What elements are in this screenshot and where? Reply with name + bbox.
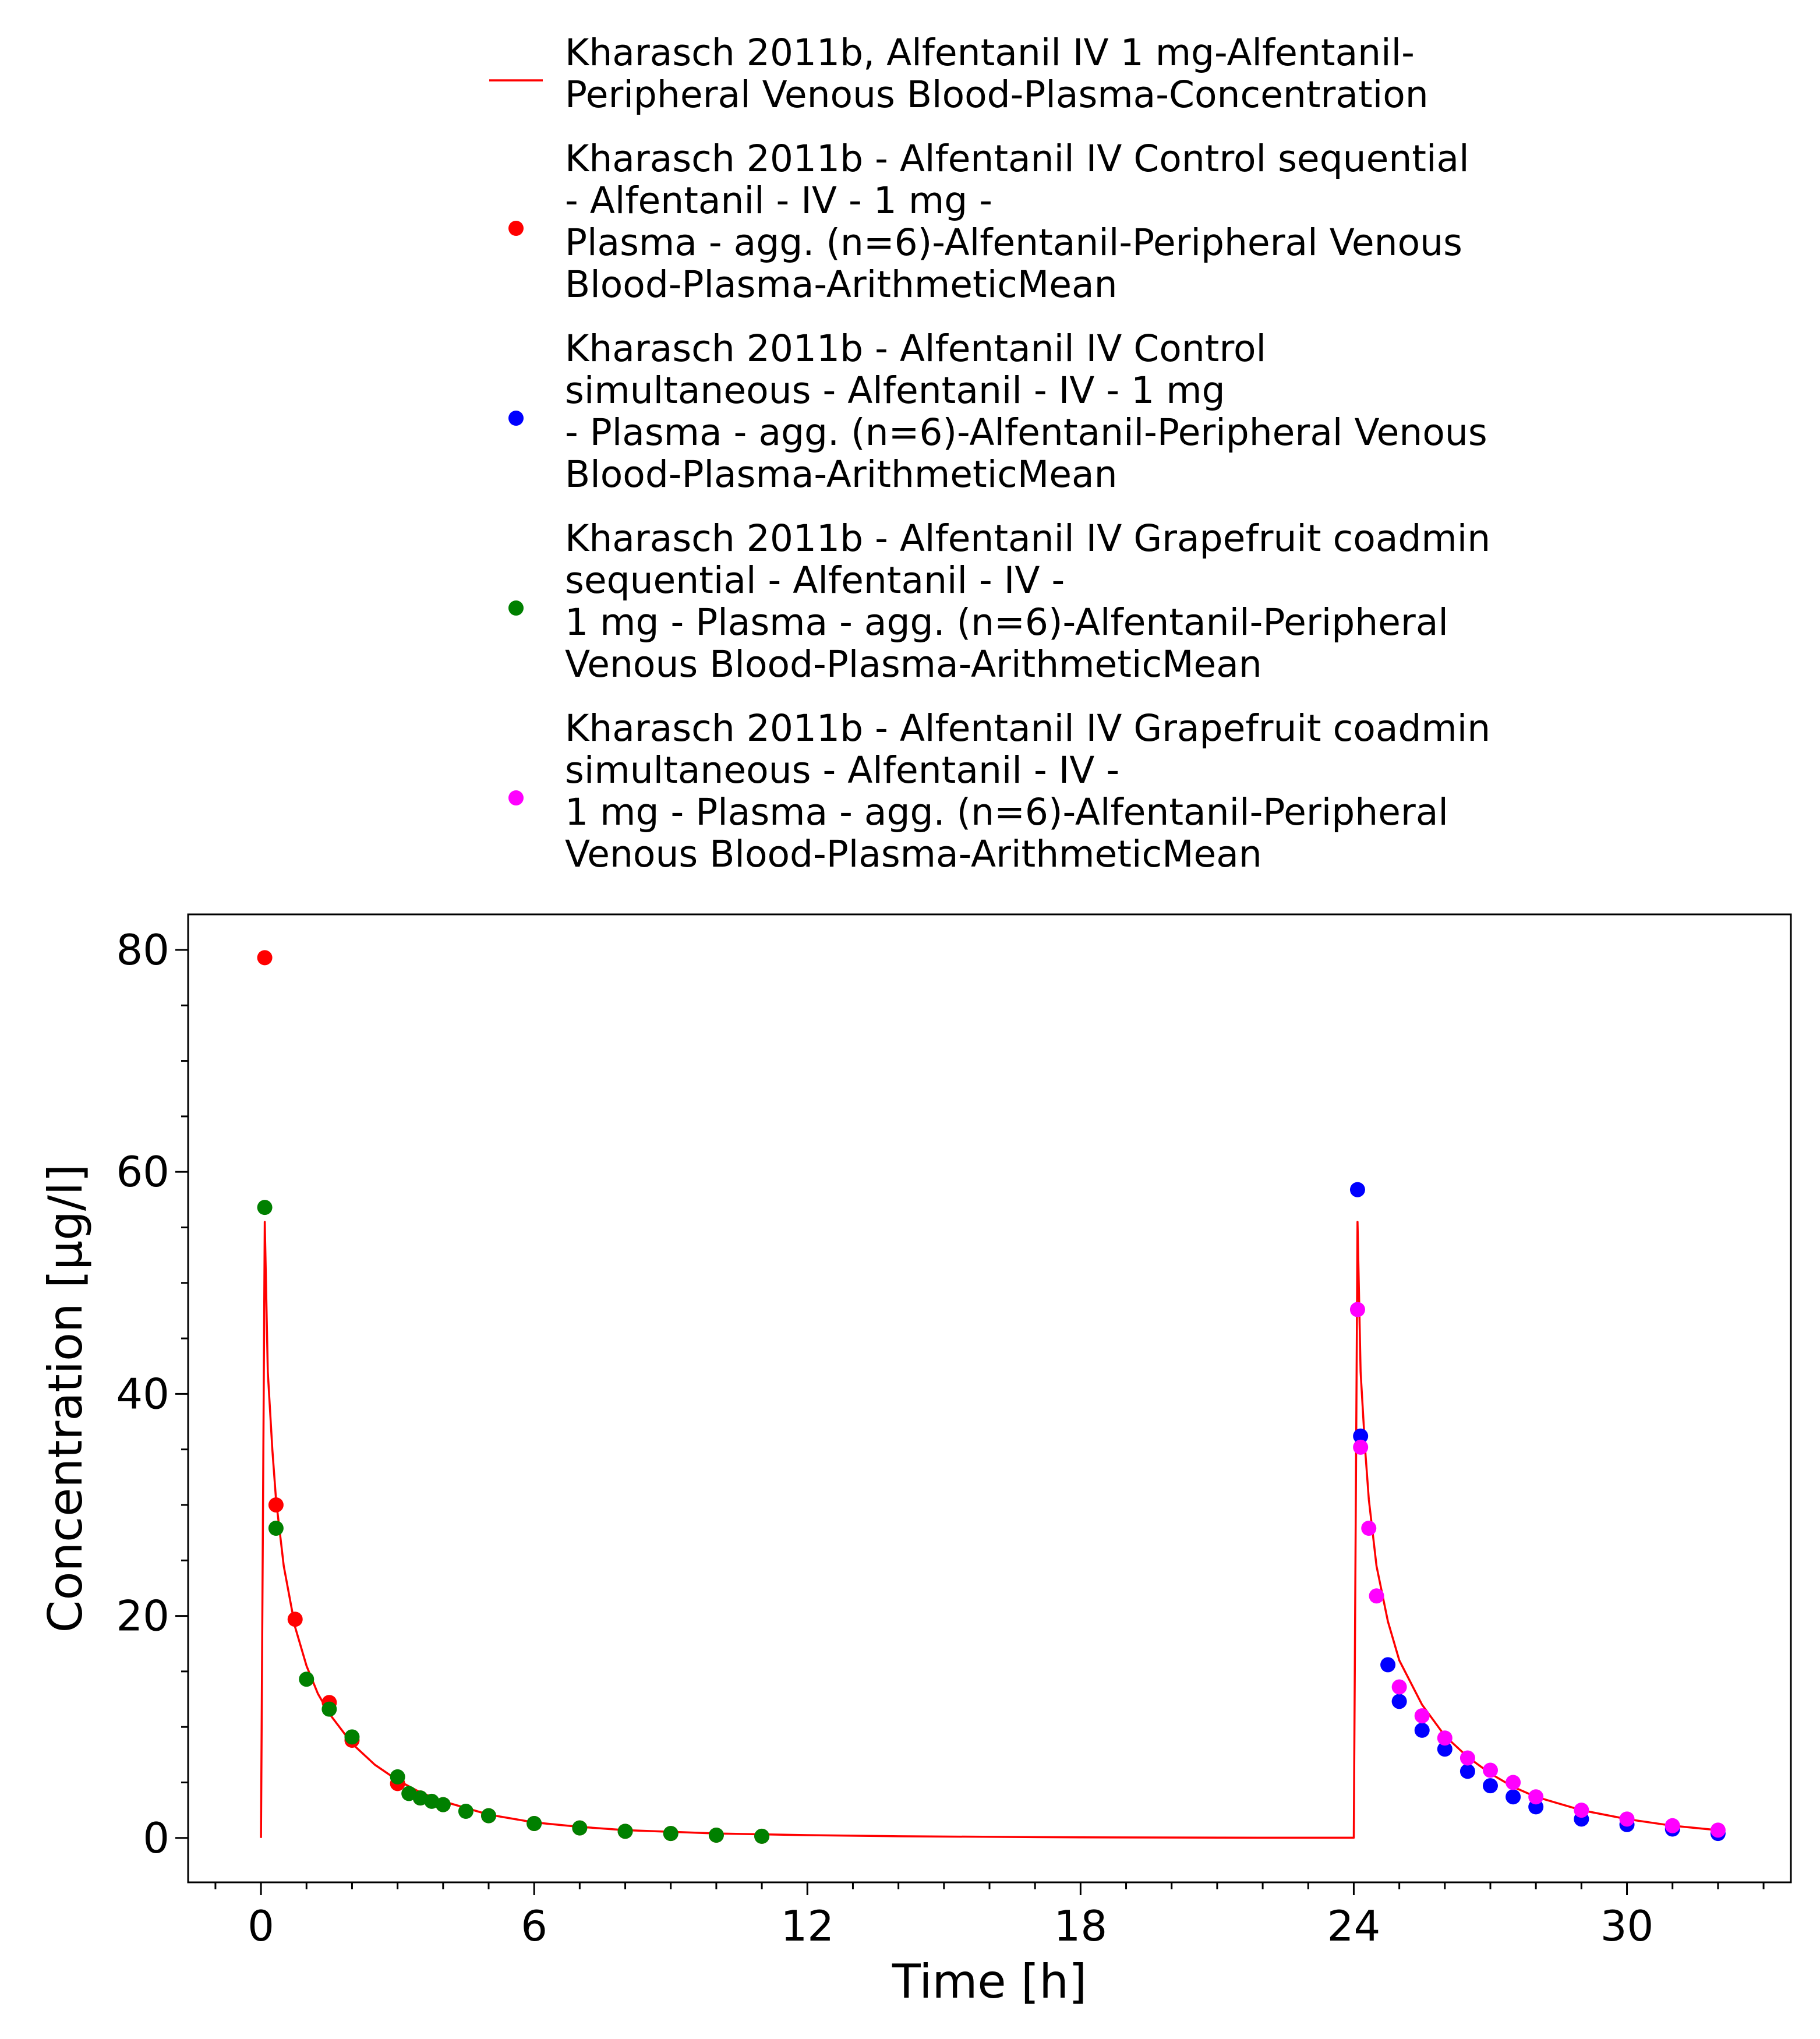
data-point — [1349, 1182, 1365, 1197]
data-point — [1506, 1789, 1521, 1805]
data-point — [663, 1826, 678, 1842]
data-point — [1459, 1764, 1475, 1779]
legend-label-line: Kharasch 2011b - Alfentanil IV Grapefrui… — [565, 707, 1490, 750]
data-point — [1353, 1428, 1369, 1444]
data-point — [458, 1804, 473, 1819]
legend-label-line: Venous Blood-Plasma-ArithmeticMean — [565, 833, 1262, 875]
y-tick-label: 80 — [116, 925, 169, 974]
data-point — [1380, 1657, 1396, 1673]
data-point — [268, 1497, 284, 1513]
data-point — [412, 1790, 428, 1806]
legend-entry-2: Kharasch 2011b - Alfentanil IV Controlsi… — [508, 327, 1487, 496]
legend-label-line: - Alfentanil - IV - 1 mg - — [565, 179, 992, 222]
series-layer — [257, 950, 1726, 1844]
y-axis: 0 20 40 60 80 — [116, 925, 188, 1863]
data-point — [1391, 1679, 1407, 1695]
legend: Kharasch 2011b, Alfentanil IV 1 mg-Alfen… — [489, 31, 1490, 875]
legend-label-line: simultaneous - Alfentanil - IV - — [565, 749, 1119, 791]
data-point — [287, 1612, 303, 1627]
x-tick-label: 18 — [1054, 1902, 1108, 1950]
legend-label-line: Kharasch 2011b - Alfentanil IV Grapefrui… — [565, 517, 1490, 560]
legend-label-line: Venous Blood-Plasma-ArithmeticMean — [565, 643, 1262, 685]
data-point — [1437, 1730, 1453, 1746]
legend-label-line: - Plasma - agg. (n=6)-Alfentanil-Periphe… — [565, 411, 1487, 454]
x-tick-label: 6 — [521, 1902, 547, 1950]
data-point — [1361, 1520, 1377, 1536]
data-point — [1353, 1439, 1369, 1455]
data-point — [1369, 1588, 1384, 1604]
legend-label-line: Blood-Plasma-ArithmeticMean — [565, 453, 1118, 496]
data-point — [526, 1815, 542, 1831]
legend-entry-1: Kharasch 2011b - Alfentanil IV Control s… — [508, 137, 1469, 306]
x-tick-label: 30 — [1600, 1902, 1654, 1950]
data-point — [1414, 1708, 1430, 1724]
data-point — [424, 1793, 440, 1809]
data-point — [257, 1200, 273, 1215]
legend-dot-marker — [508, 411, 524, 426]
data-point — [1619, 1811, 1635, 1827]
observed-series-4 — [1349, 1302, 1726, 1838]
legend-label-line: Peripheral Venous Blood-Plasma-Concentra… — [565, 73, 1429, 116]
legend-entry-0: Kharasch 2011b, Alfentanil IV 1 mg-Alfen… — [489, 31, 1429, 116]
data-point — [572, 1820, 588, 1836]
data-point — [435, 1797, 451, 1812]
data-point — [257, 950, 273, 966]
legend-label-line: Blood-Plasma-ArithmeticMean — [565, 263, 1118, 306]
legend-dot-marker — [508, 790, 524, 805]
data-point — [344, 1729, 360, 1745]
y-tick-label: 0 — [143, 1814, 169, 1863]
legend-label-line: Kharasch 2011b - Alfentanil IV Control s… — [565, 137, 1469, 180]
y-tick-label: 60 — [116, 1147, 169, 1196]
legend-label-line: Kharasch 2011b, Alfentanil IV 1 mg-Alfen… — [565, 31, 1415, 74]
x-tick-label: 12 — [780, 1902, 834, 1950]
data-point — [1664, 1818, 1680, 1833]
data-point — [754, 1828, 770, 1844]
data-point — [1414, 1722, 1430, 1738]
legend-dot-marker — [508, 600, 524, 616]
legend-label-line: Kharasch 2011b - Alfentanil IV Control — [565, 327, 1266, 370]
data-point — [1437, 1741, 1453, 1757]
data-point — [1459, 1750, 1475, 1766]
x-axis: 0 6 12 18 24 30 — [214, 1882, 1765, 1950]
x-tick-label: 24 — [1327, 1902, 1381, 1950]
y-tick-label: 20 — [116, 1592, 169, 1641]
data-point — [481, 1808, 496, 1824]
y-axis-label: Concentration [µg/l] — [38, 1164, 93, 1633]
data-point — [708, 1827, 724, 1843]
data-point — [1483, 1762, 1498, 1778]
legend-label-line: Plasma - agg. (n=6)-Alfentanil-Periphera… — [565, 221, 1462, 264]
data-point — [401, 1786, 417, 1801]
data-point — [390, 1769, 405, 1784]
data-point — [1349, 1302, 1365, 1317]
data-point — [268, 1520, 284, 1536]
data-point — [1528, 1789, 1544, 1805]
legend-label-line: simultaneous - Alfentanil - IV - 1 mg — [565, 369, 1225, 412]
data-point — [1483, 1778, 1498, 1794]
legend-label-line: sequential - Alfentanil - IV - — [565, 559, 1065, 602]
data-point — [1506, 1775, 1521, 1790]
y-tick-label: 40 — [116, 1369, 169, 1418]
legend-entry-4: Kharasch 2011b - Alfentanil IV Grapefrui… — [508, 707, 1490, 875]
legend-label-line: 1 mg - Plasma - agg. (n=6)-Alfentanil-Pe… — [565, 601, 1448, 644]
x-axis-label: Time [h] — [892, 1955, 1087, 2009]
data-point — [1574, 1803, 1589, 1818]
plot-area — [187, 913, 1792, 1883]
observed-series-3 — [257, 1200, 770, 1844]
legend-dot-marker — [508, 221, 524, 236]
legend-entry-3: Kharasch 2011b - Alfentanil IV Grapefrui… — [508, 517, 1490, 685]
data-point — [321, 1701, 337, 1717]
x-tick-label: 0 — [248, 1902, 274, 1950]
data-point — [1710, 1822, 1726, 1838]
data-point — [299, 1672, 314, 1687]
legend-label-line: 1 mg - Plasma - agg. (n=6)-Alfentanil-Pe… — [565, 791, 1448, 833]
data-point — [1391, 1694, 1407, 1709]
data-point — [617, 1824, 633, 1839]
